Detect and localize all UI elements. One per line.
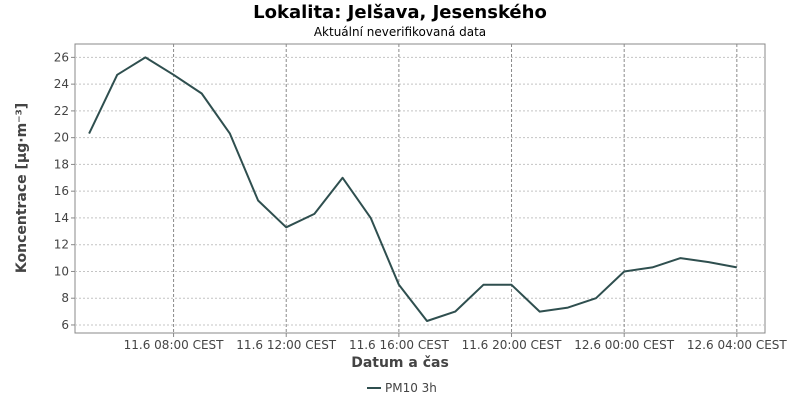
legend: PM10 3h xyxy=(367,381,437,395)
x-axis-ticks: 11.6 08:00 CEST 11.6 12:00 CEST 11.6 16:00… xyxy=(124,333,788,352)
y-tick-label: 24 xyxy=(54,77,69,91)
y-tick-label: 22 xyxy=(54,104,69,118)
x-tick-label: 12.6 00:00 CEST xyxy=(574,338,675,352)
y-tick-label: 6 xyxy=(61,318,69,332)
y-tick-label: 26 xyxy=(54,50,69,64)
y-tick-label: 16 xyxy=(54,184,69,198)
y-tick-label: 12 xyxy=(54,238,69,252)
y-tick-label: 18 xyxy=(54,157,69,171)
x-tick-label: 11.6 16:00 CEST xyxy=(349,338,450,352)
y-gridlines xyxy=(75,56,765,326)
legend-label-pm10: PM10 3h xyxy=(385,381,437,395)
x-axis-title: Datum a čas xyxy=(351,355,449,371)
x-tick-label: 11.6 12:00 CEST xyxy=(236,338,337,352)
series-line-pm10 xyxy=(88,56,737,322)
x-tick-label: 12.6 04:00 CEST xyxy=(687,338,788,352)
y-axis-title: Koncentrace [µg·m⁻³] xyxy=(14,103,30,273)
chart-title: Lokalita: Jelšava, Jesenského xyxy=(253,2,547,23)
y-tick-label: 14 xyxy=(54,211,69,225)
x-tick-label: 11.6 08:00 CEST xyxy=(124,338,225,352)
y-tick-label: 20 xyxy=(54,131,69,145)
x-tick-label: 11.6 20:00 CEST xyxy=(462,338,563,352)
y-axis-ticks: 6 8 10 12 14 16 18 20 22 24 26 xyxy=(54,50,75,332)
series-group xyxy=(88,56,737,322)
chart-subtitle: Aktuální neverifikovaná data xyxy=(314,25,486,39)
y-tick-label: 10 xyxy=(54,264,69,278)
y-tick-label: 8 xyxy=(61,291,69,305)
plot-area xyxy=(74,43,766,334)
